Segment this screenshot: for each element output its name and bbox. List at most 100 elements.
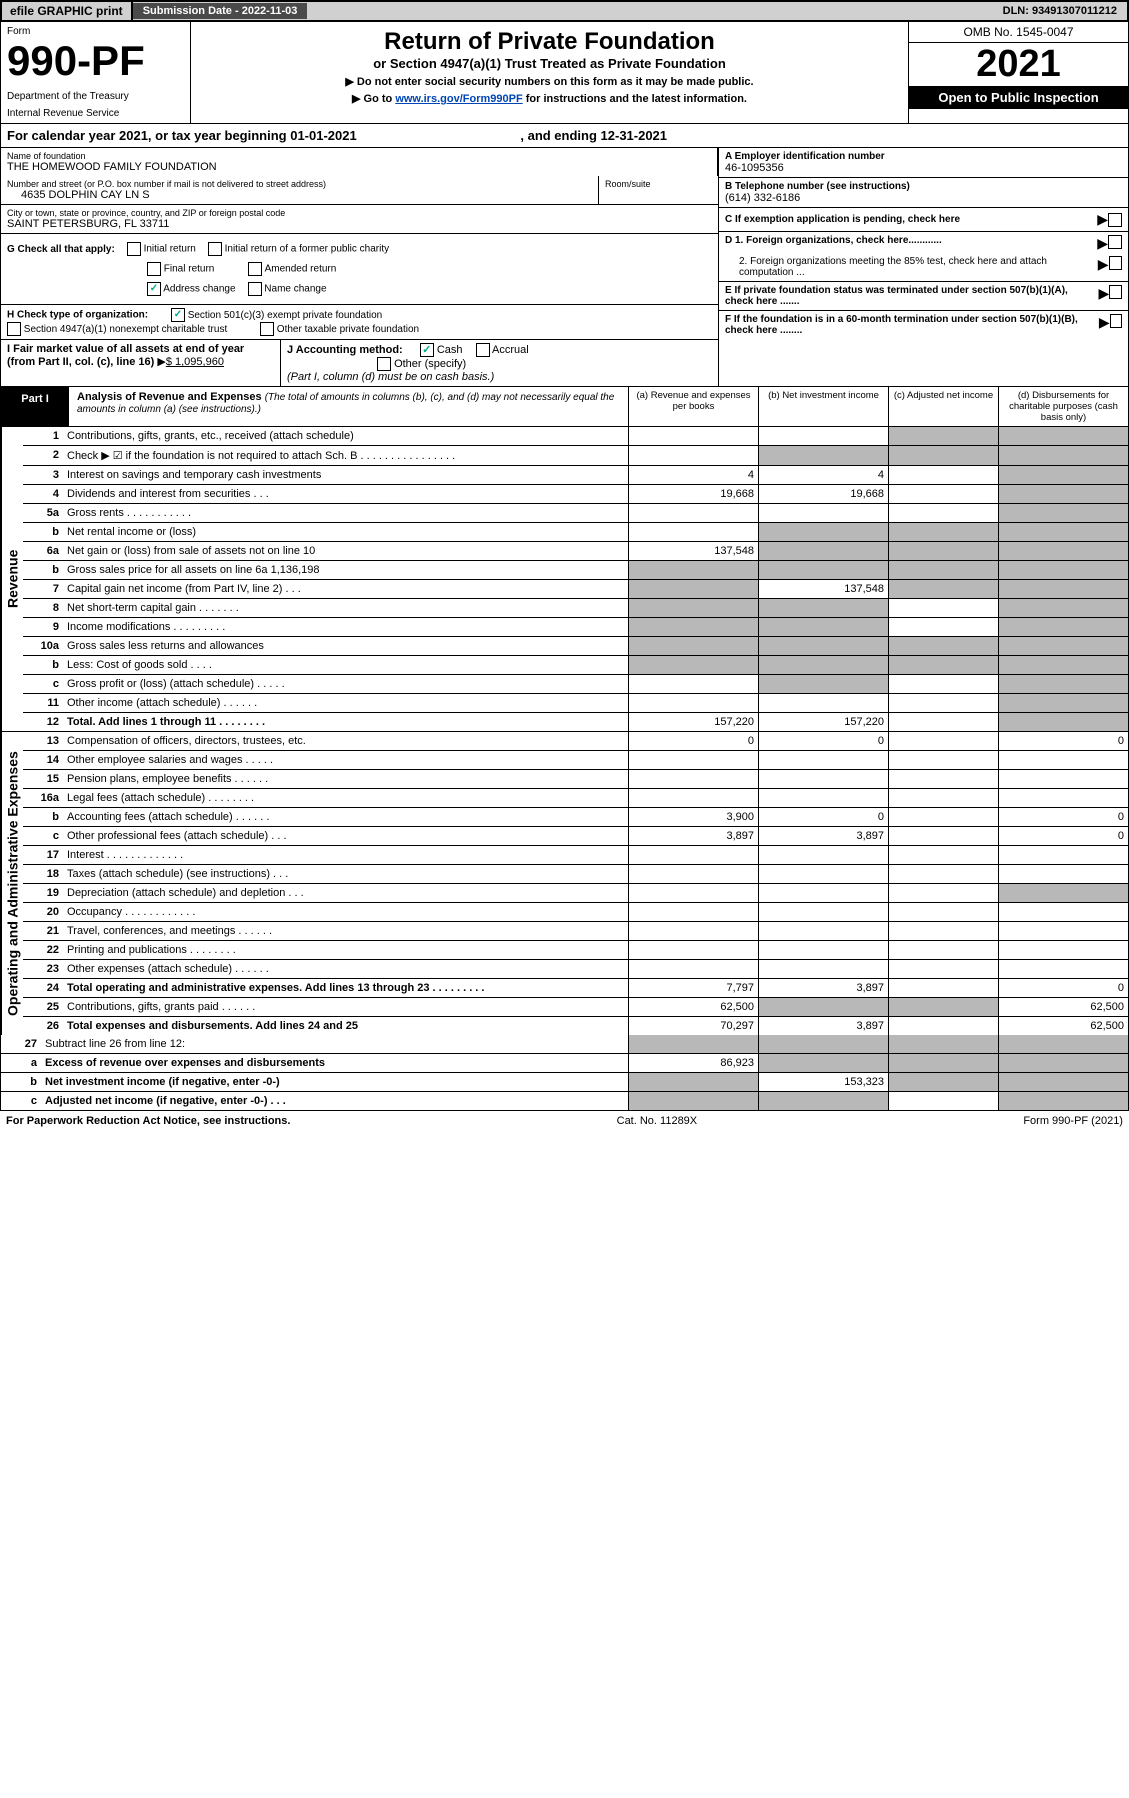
line-description: Capital gain net income (from Part IV, l… [63, 580, 628, 598]
line-description: Total operating and administrative expen… [63, 979, 628, 997]
value-cell [888, 599, 998, 617]
line-number: b [1, 1073, 41, 1091]
chk-final-return[interactable] [147, 262, 161, 276]
line-number: 26 [23, 1017, 63, 1035]
value-cell [628, 656, 758, 674]
line-description: Contributions, gifts, grants, etc., rece… [63, 427, 628, 445]
addr-label: Number and street (or P.O. box number if… [7, 179, 592, 189]
value-cell [888, 504, 998, 522]
value-cell [628, 580, 758, 598]
chk-terminated[interactable] [1109, 285, 1122, 299]
a-label: A Employer identification number [725, 151, 1122, 162]
paperwork-notice: For Paperwork Reduction Act Notice, see … [6, 1115, 290, 1127]
value-cell [998, 713, 1128, 731]
form-footer-label: Form 990-PF (2021) [1023, 1115, 1123, 1127]
value-cell: 3,897 [758, 1017, 888, 1035]
line-number: 21 [23, 922, 63, 940]
chk-accrual[interactable] [476, 343, 490, 357]
value-cell [758, 751, 888, 769]
value-cell [998, 694, 1128, 712]
value-cell [758, 561, 888, 579]
value-cell [628, 751, 758, 769]
part1-tag: Part I [1, 387, 69, 426]
chk-other-taxable[interactable] [260, 322, 274, 336]
chk-address-change[interactable]: ✓ [147, 282, 161, 296]
value-cell [758, 1054, 888, 1072]
line-description: Other professional fees (attach schedule… [63, 827, 628, 845]
value-cell [628, 618, 758, 636]
line-description: Less: Cost of goods sold . . . . [63, 656, 628, 674]
line-number: 3 [23, 466, 63, 484]
value-cell: 62,500 [998, 1017, 1128, 1035]
chk-cash[interactable]: ✓ [420, 343, 434, 357]
value-cell [628, 846, 758, 864]
f-label: F If the foundation is in a 60-month ter… [725, 314, 1099, 336]
form-number: 990-PF [7, 37, 184, 85]
value-cell [628, 427, 758, 445]
chk-85pct[interactable] [1109, 256, 1122, 270]
line-description: Compensation of officers, directors, tru… [63, 732, 628, 750]
chk-60month[interactable] [1110, 314, 1122, 328]
c-label: C If exemption application is pending, c… [725, 214, 960, 225]
dept-treasury: Department of the Treasury [7, 91, 184, 102]
value-cell [888, 561, 998, 579]
line-description: Pension plans, employee benefits . . . .… [63, 770, 628, 788]
line-number: b [23, 523, 63, 541]
line-number: 23 [23, 960, 63, 978]
line-number: 10a [23, 637, 63, 655]
line-number: 9 [23, 618, 63, 636]
value-cell: 86,923 [628, 1054, 758, 1072]
value-cell [888, 637, 998, 655]
line-number: 24 [23, 979, 63, 997]
table-row: 7Capital gain net income (from Part IV, … [23, 580, 1128, 599]
chk-initial-return[interactable] [127, 242, 141, 256]
line-number: 6a [23, 542, 63, 560]
value-cell [758, 960, 888, 978]
value-cell [998, 941, 1128, 959]
value-cell [998, 466, 1128, 484]
line-description: Other employee salaries and wages . . . … [63, 751, 628, 769]
chk-exemption-pending[interactable] [1108, 213, 1122, 227]
value-cell: 0 [998, 808, 1128, 826]
table-row: cOther professional fees (attach schedul… [23, 827, 1128, 846]
value-cell [888, 618, 998, 636]
form-label: Form [7, 26, 184, 37]
value-cell [888, 675, 998, 693]
chk-name-change[interactable] [248, 282, 262, 296]
city-state-zip: SAINT PETERSBURG, FL 33711 [7, 218, 712, 230]
line-description: Contributions, gifts, grants paid . . . … [63, 998, 628, 1016]
value-cell [628, 504, 758, 522]
value-cell: 4 [628, 466, 758, 484]
line-description: Dividends and interest from securities .… [63, 485, 628, 503]
value-cell: 62,500 [998, 998, 1128, 1016]
chk-501c3[interactable]: ✓ [171, 308, 185, 322]
col-d-header: (d) Disbursements for charitable purpose… [998, 387, 1128, 426]
value-cell [998, 865, 1128, 883]
submission-date: Submission Date - 2022-11-03 [133, 3, 308, 19]
line-number: 25 [23, 998, 63, 1016]
chk-amended-return[interactable] [248, 262, 262, 276]
value-cell [888, 446, 998, 465]
line-description: Other income (attach schedule) . . . . .… [63, 694, 628, 712]
value-cell [758, 504, 888, 522]
form990pf-link[interactable]: www.irs.gov/Form990PF [395, 93, 522, 105]
chk-initial-former[interactable] [208, 242, 222, 256]
value-cell [628, 523, 758, 541]
line-number: 15 [23, 770, 63, 788]
efile-print-label[interactable]: efile GRAPHIC print [2, 2, 133, 20]
line-number: 17 [23, 846, 63, 864]
chk-other-method[interactable] [377, 357, 391, 371]
value-cell [758, 1035, 888, 1053]
line-description: Net short-term capital gain . . . . . . … [63, 599, 628, 617]
chk-foreign-org[interactable] [1108, 235, 1122, 249]
value-cell [628, 903, 758, 921]
line-number: 7 [23, 580, 63, 598]
value-cell [758, 941, 888, 959]
line-description: Interest on savings and temporary cash i… [63, 466, 628, 484]
dln-label: DLN: 93491307011212 [993, 3, 1127, 19]
table-row: 11Other income (attach schedule) . . . .… [23, 694, 1128, 713]
line-description: Net investment income (if negative, ente… [41, 1073, 628, 1091]
value-cell [758, 427, 888, 445]
line-number: 12 [23, 713, 63, 731]
chk-4947[interactable] [7, 322, 21, 336]
